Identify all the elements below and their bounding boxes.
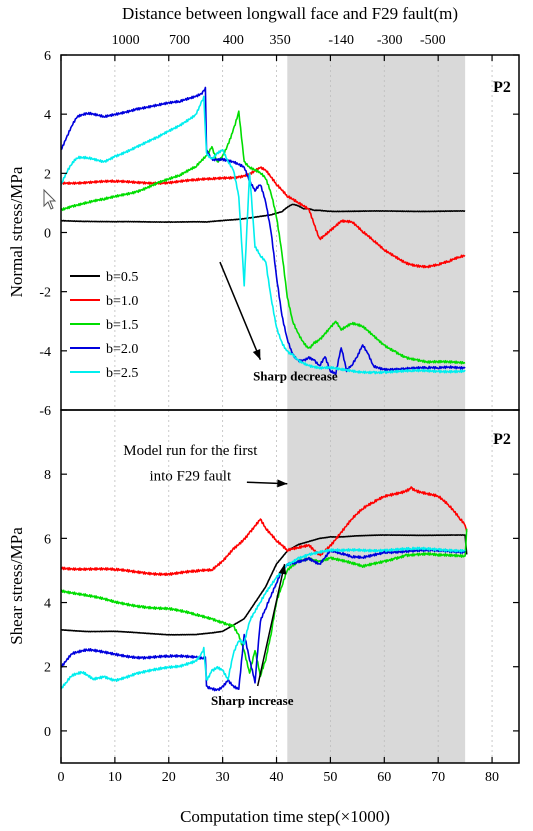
x-tick-label: 10 bbox=[108, 770, 122, 785]
bottom-x-axis-title: Computation time step(×1000) bbox=[180, 807, 390, 826]
panel-tag-top: P2 bbox=[493, 79, 511, 96]
arrow-model-run-head bbox=[277, 479, 288, 488]
top-tick-label: 400 bbox=[223, 33, 244, 48]
annotation-sharp-increase: Sharp increase bbox=[211, 693, 294, 708]
annotation-model-run-line2: into F29 fault bbox=[149, 469, 231, 485]
x-tick-label: 50 bbox=[323, 770, 337, 785]
y-tick-label-bottom: 6 bbox=[44, 532, 51, 547]
annotation-model-run-line1: Model run for the first bbox=[123, 443, 258, 459]
series-line-b-1_0 bbox=[61, 166, 466, 269]
x-tick-label: 80 bbox=[485, 770, 499, 785]
y-tick-label-top: -2 bbox=[39, 286, 51, 301]
top-tick-label: 35 bbox=[270, 33, 284, 48]
top-tick-label: -300 bbox=[377, 33, 403, 48]
arrow-sharp-increase bbox=[256, 563, 286, 687]
series-group-bottom bbox=[61, 486, 468, 692]
y-tick-label-bottom: 0 bbox=[44, 725, 51, 740]
top-x-axis-title: Distance between longwall face and F29 f… bbox=[122, 4, 458, 23]
plot-frame-bottom bbox=[60, 409, 520, 764]
y-tick-label-top: 6 bbox=[44, 49, 51, 64]
legend-label: b=2.5 bbox=[106, 366, 138, 381]
grid-lines bbox=[114, 55, 493, 763]
series-group-top bbox=[61, 86, 466, 376]
top-tick-label: 0 bbox=[284, 33, 291, 48]
annotation-sharp-decrease: Sharp decrease bbox=[253, 368, 338, 383]
shaded-region-bottom bbox=[287, 410, 466, 763]
arrow-sharp-decrease-head bbox=[252, 348, 261, 360]
legend-label: b=1.5 bbox=[106, 318, 138, 333]
cursor-icon bbox=[43, 188, 57, 210]
top-tick-label: -500 bbox=[420, 33, 446, 48]
y-tick-label-bottom: 8 bbox=[44, 468, 51, 483]
x-tick-label: 60 bbox=[377, 770, 391, 785]
y-tick-label-top: -6 bbox=[39, 404, 51, 419]
legend-label: b=2.0 bbox=[106, 342, 138, 357]
y-tick-label-top: -4 bbox=[39, 345, 51, 360]
arrow-sharp-decrease bbox=[219, 261, 262, 360]
x-tick-label: 40 bbox=[270, 770, 284, 785]
series-line-b-2_5 bbox=[61, 546, 466, 690]
y-tick-label-top: 0 bbox=[44, 227, 51, 242]
y-tick-label-bottom: 2 bbox=[44, 661, 51, 676]
legend-label: b=1.0 bbox=[106, 294, 138, 309]
legend: b=0.5 b=1.0 b=1.5 b=2.0 b=2.5 bbox=[70, 270, 138, 381]
x-tick-label: 0 bbox=[58, 770, 65, 785]
top-tick-label: -140 bbox=[328, 33, 354, 48]
x-tick-label: 70 bbox=[431, 770, 445, 785]
bottom-y-axis-title: Shear stress/MPa bbox=[7, 527, 26, 645]
top-tick-label: 700 bbox=[169, 33, 190, 48]
series-line-b-0_5 bbox=[61, 203, 466, 224]
series-line-b-1_5 bbox=[61, 528, 468, 678]
series-line-b-2_0 bbox=[61, 548, 466, 692]
series-line-b-1_0 bbox=[61, 486, 468, 577]
legend-label: b=0.5 bbox=[106, 270, 138, 285]
y-tick-label-bottom: 4 bbox=[44, 597, 51, 612]
arrow-sharp-increase-head bbox=[278, 564, 287, 575]
top-y-axis-title: Normal stress/MPa bbox=[7, 166, 26, 297]
series-line-b-0_5 bbox=[61, 534, 468, 636]
series-line-b-2_5 bbox=[61, 95, 466, 375]
annotations: Sharp decrease Model run for the first int… bbox=[123, 261, 338, 708]
y-tick-label-top: 2 bbox=[44, 167, 51, 182]
x-tick-label: 20 bbox=[162, 770, 176, 785]
top-tick-label: 1000 bbox=[112, 33, 140, 48]
series-line-b-1_5 bbox=[61, 110, 466, 365]
panel-tag-bottom: P2 bbox=[493, 431, 511, 448]
y-tick-label-top: 4 bbox=[44, 108, 51, 123]
x-tick-label: 30 bbox=[216, 770, 230, 785]
